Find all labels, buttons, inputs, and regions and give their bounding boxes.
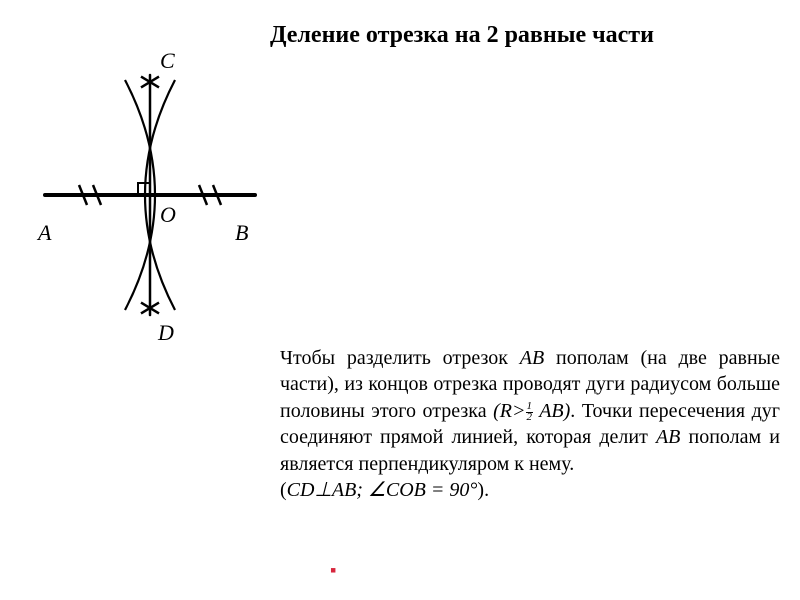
segment-ab-2: AB [656, 426, 680, 448]
bisect-diagram: A B C D O [20, 30, 280, 350]
svg-text:D: D [157, 320, 174, 345]
denominator: 2 [526, 413, 534, 423]
formula-open: (R> [493, 400, 525, 422]
paren-close: ). [477, 479, 489, 501]
formula-close: AB) [533, 400, 570, 422]
formula-radius: (R>12 AB) [493, 400, 570, 422]
svg-text:C: C [160, 48, 175, 73]
desc-part: Чтобы разделить отрезок [280, 347, 520, 369]
perp-statement: CD⊥AB; ∠COB = 90° [287, 479, 478, 501]
one-half: 12 [526, 402, 534, 423]
paren-open: ( [280, 479, 287, 501]
caret-icon: ▪ [330, 560, 336, 581]
description-text: Чтобы разделить отрезок AB пополам (на д… [280, 345, 780, 503]
svg-text:O: O [160, 202, 176, 227]
last-line: (CD⊥AB; ∠COB = 90°). [280, 479, 489, 501]
page: Деление отрезка на 2 равные части ABCDO … [0, 0, 800, 600]
page-title: Деление отрезка на 2 равные части [270, 22, 654, 49]
svg-text:A: A [36, 220, 52, 245]
diagram-svg: A B C D O [20, 30, 280, 360]
segment-ab: AB [520, 347, 544, 369]
svg-text:B: B [235, 220, 248, 245]
